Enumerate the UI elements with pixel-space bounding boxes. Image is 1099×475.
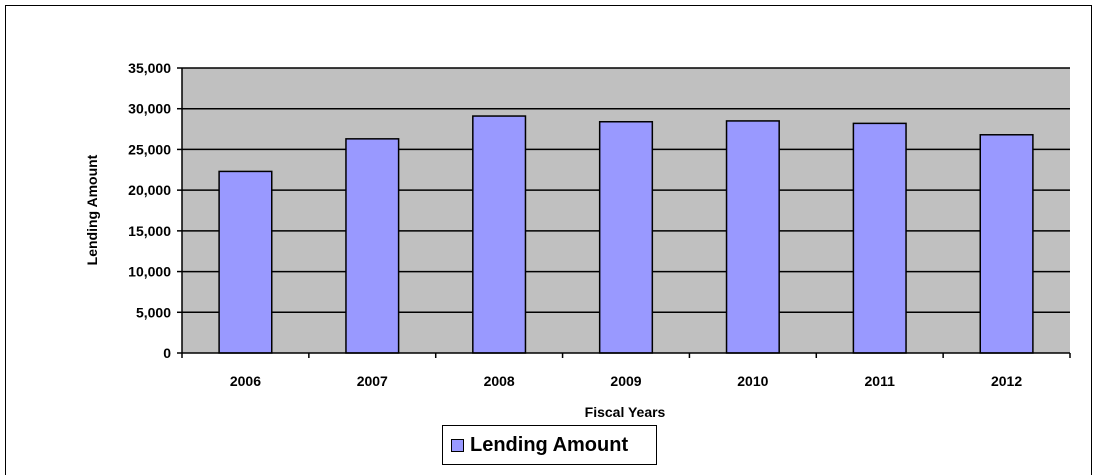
bar: [345, 138, 400, 354]
x-axis-title: Fiscal Years: [585, 404, 666, 420]
y-tick-label: 20,000: [128, 182, 171, 198]
bar: [725, 120, 780, 354]
y-tick-label: 10,000: [128, 264, 171, 280]
y-tick-label: 35,000: [128, 60, 171, 76]
x-tick-label: 2006: [230, 373, 261, 389]
bar: [218, 170, 273, 354]
y-axis-title: Lending Amount: [84, 154, 100, 265]
bar: [472, 115, 527, 354]
y-tick-label: 15,000: [128, 223, 171, 239]
legend: Lending Amount: [442, 425, 657, 465]
x-tick-label: 2007: [357, 373, 388, 389]
x-tick-label: 2008: [484, 373, 515, 389]
legend-label: Lending Amount: [470, 433, 629, 456]
bar: [852, 122, 907, 354]
bar: [979, 134, 1034, 354]
y-tick-labels: 0 5,000 10,000 15,000 20,000 25,000 30,000 35,0…: [128, 60, 171, 361]
y-tick-label: 0: [163, 345, 171, 361]
y-tick-label: 30,000: [128, 101, 171, 117]
bar: [598, 120, 654, 354]
legend-swatch: [451, 438, 464, 452]
y-tick-label: 25,000: [128, 141, 171, 157]
bars: [218, 115, 1034, 354]
x-tick-label: 2009: [610, 373, 641, 389]
x-tick-label: 2011: [865, 373, 896, 389]
x-tick-label: 2012: [991, 373, 1022, 389]
axes: [177, 67, 1071, 358]
x-tick-label: 2010: [737, 373, 768, 389]
x-tick-labels: 2006 2007 2008 2009 2010 2011 2012: [230, 373, 1023, 389]
y-tick-label: 5,000: [136, 304, 171, 320]
